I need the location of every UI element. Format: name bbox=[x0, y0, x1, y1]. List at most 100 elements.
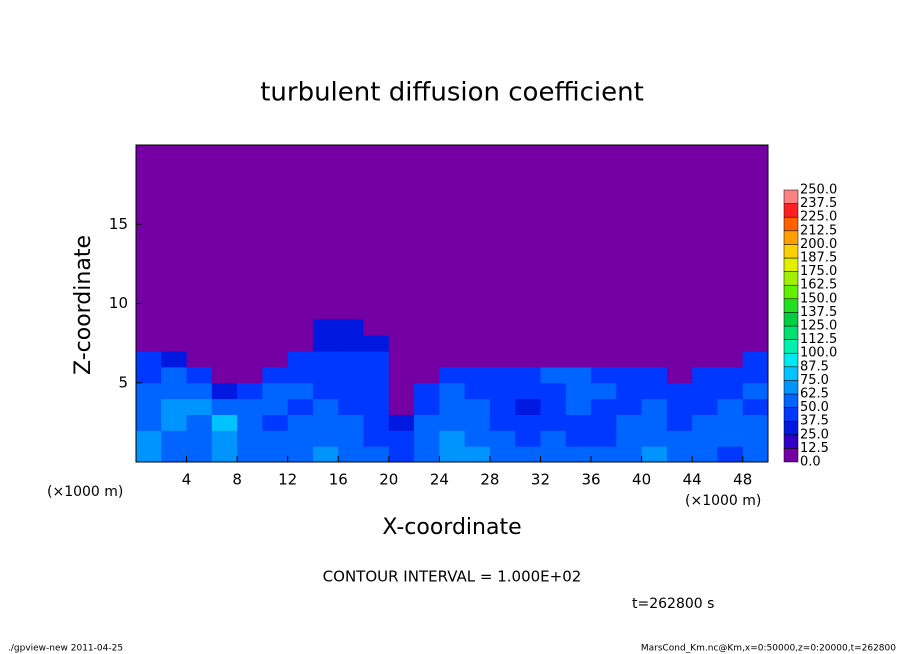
cell bbox=[591, 382, 617, 400]
cell bbox=[237, 414, 263, 431]
cell bbox=[464, 366, 491, 384]
cell bbox=[616, 366, 643, 384]
cell bbox=[136, 335, 162, 352]
x-tick-label: 36 bbox=[581, 471, 600, 489]
cell bbox=[211, 319, 238, 336]
cell bbox=[414, 319, 440, 336]
cell bbox=[666, 335, 693, 352]
cell bbox=[262, 351, 289, 368]
footer-right: MarsCond_Km.nc@Km,x=0:50000,z=0:20000,t=… bbox=[641, 644, 896, 654]
cell bbox=[717, 382, 744, 400]
cell bbox=[692, 414, 718, 431]
cell bbox=[616, 351, 643, 368]
cell bbox=[616, 382, 643, 400]
cell bbox=[641, 319, 668, 336]
x-tick-label: 12 bbox=[278, 471, 297, 489]
cell bbox=[262, 446, 289, 463]
cell bbox=[161, 398, 188, 415]
cell bbox=[540, 414, 567, 431]
colorbar-label: 125.0 bbox=[800, 319, 837, 334]
cell bbox=[211, 398, 238, 415]
cell bbox=[136, 366, 162, 384]
colorbar-swatch bbox=[783, 380, 799, 395]
cell bbox=[338, 398, 365, 415]
cell bbox=[742, 446, 769, 463]
cell bbox=[489, 398, 516, 415]
cell bbox=[312, 414, 339, 431]
cell bbox=[388, 366, 415, 384]
cell bbox=[287, 446, 314, 463]
cell bbox=[565, 430, 592, 447]
cell bbox=[136, 319, 162, 336]
cell bbox=[464, 446, 491, 463]
cell bbox=[515, 351, 541, 368]
cell bbox=[515, 382, 541, 400]
cell bbox=[338, 414, 365, 431]
cell bbox=[388, 414, 415, 431]
footer-left: ./gpview-new 2011-04-25 bbox=[8, 644, 123, 654]
cell bbox=[565, 398, 592, 415]
cell bbox=[388, 430, 415, 447]
cell bbox=[540, 446, 567, 463]
cell bbox=[388, 446, 415, 463]
cell bbox=[414, 351, 440, 368]
cell bbox=[489, 319, 516, 336]
cell bbox=[439, 398, 466, 415]
cell bbox=[616, 398, 643, 415]
cell bbox=[464, 430, 491, 447]
cell bbox=[312, 351, 339, 368]
colorbar-swatch bbox=[783, 257, 799, 272]
cell bbox=[161, 414, 188, 431]
cell bbox=[666, 446, 693, 463]
cell bbox=[616, 446, 643, 463]
cell bbox=[515, 319, 541, 336]
cell bbox=[414, 335, 440, 352]
colorbar-swatch bbox=[783, 448, 799, 463]
cell bbox=[565, 319, 592, 336]
cell bbox=[666, 351, 693, 368]
cell bbox=[211, 366, 238, 384]
colorbar-label: 137.5 bbox=[800, 305, 837, 320]
cell bbox=[692, 430, 718, 447]
cell bbox=[591, 414, 617, 431]
cell bbox=[692, 351, 718, 368]
cell bbox=[186, 351, 213, 368]
cell bbox=[742, 319, 769, 336]
cell bbox=[666, 398, 693, 415]
cell bbox=[186, 366, 213, 384]
x-tick-label: 20 bbox=[379, 471, 398, 489]
cell bbox=[388, 351, 415, 368]
cell bbox=[565, 382, 592, 400]
cell bbox=[211, 351, 238, 368]
cell bbox=[540, 319, 567, 336]
colorbar-swatch bbox=[783, 352, 799, 368]
cell bbox=[565, 351, 592, 368]
cell bbox=[591, 398, 617, 415]
cell bbox=[742, 382, 769, 400]
cell bbox=[515, 335, 541, 352]
cell bbox=[136, 446, 162, 463]
cell bbox=[414, 414, 440, 431]
cell bbox=[161, 430, 188, 447]
cell bbox=[363, 366, 390, 384]
colorbar-swatch bbox=[783, 325, 799, 340]
cell bbox=[237, 398, 263, 415]
cell bbox=[692, 398, 718, 415]
cell bbox=[287, 382, 314, 400]
colorbar-swatch bbox=[783, 203, 799, 218]
cell bbox=[237, 319, 263, 336]
cell bbox=[186, 446, 213, 463]
cell bbox=[211, 414, 238, 431]
cell bbox=[641, 351, 668, 368]
cell bbox=[489, 366, 516, 384]
colorbar-label: 75.0 bbox=[800, 373, 829, 388]
cell bbox=[363, 430, 390, 447]
cell bbox=[591, 351, 617, 368]
cell bbox=[312, 430, 339, 447]
cell bbox=[464, 335, 491, 352]
colorbar-label: 250.0 bbox=[800, 183, 837, 198]
cell bbox=[717, 446, 744, 463]
cell bbox=[262, 398, 289, 415]
time-label: t=262800 s bbox=[632, 596, 714, 612]
